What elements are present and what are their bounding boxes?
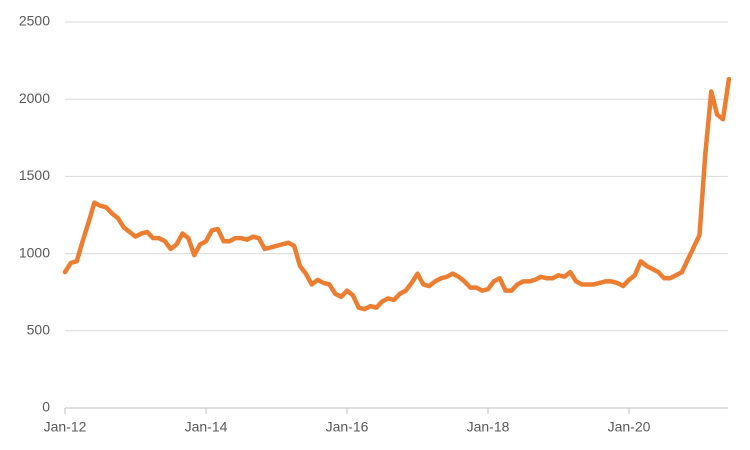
x-tick-label: Jan-20 [608, 419, 651, 435]
y-tick-label: 1000 [19, 244, 50, 260]
y-tick-label: 1500 [19, 167, 50, 183]
y-tick-label: 2000 [19, 90, 50, 106]
y-tick-label: 2500 [19, 13, 50, 29]
x-tick-label: Jan-12 [44, 419, 87, 435]
y-tick-label: 0 [42, 399, 50, 415]
line-series [62, 76, 732, 312]
x-tick-label: Jan-14 [185, 419, 228, 435]
x-tick-label: Jan-18 [467, 419, 510, 435]
x-tick-label: Jan-16 [326, 419, 369, 435]
y-tick-label: 500 [27, 322, 51, 338]
